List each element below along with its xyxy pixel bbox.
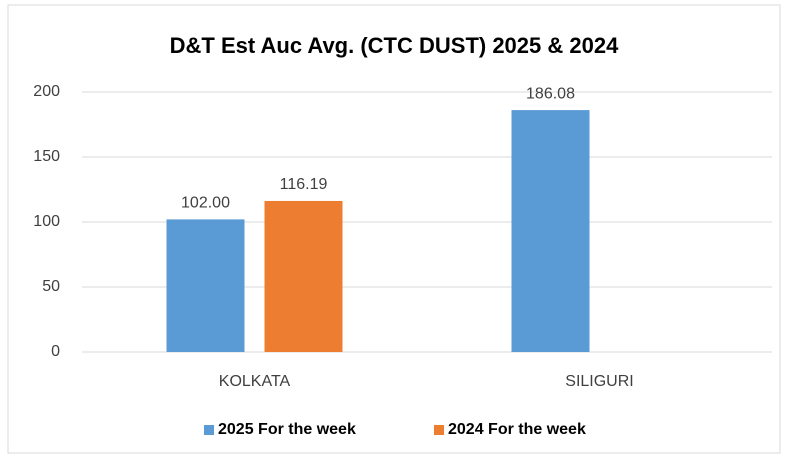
bar bbox=[166, 219, 245, 352]
y-tick-label: 0 bbox=[51, 343, 60, 360]
value-label: 116.19 bbox=[280, 176, 328, 193]
x-tick-label: KOLKATA bbox=[219, 373, 291, 390]
legend-swatch bbox=[434, 425, 444, 435]
legend-swatch bbox=[204, 425, 214, 435]
chart-title: D&T Est Auc Avg. (CTC DUST) 2025 & 2024 bbox=[170, 33, 619, 58]
y-tick-label: 200 bbox=[33, 83, 60, 100]
legend-label: 2025 For the week bbox=[218, 421, 356, 438]
y-tick-label: 150 bbox=[33, 148, 60, 165]
y-tick-label: 50 bbox=[42, 278, 60, 295]
legend-label: 2024 For the week bbox=[448, 421, 586, 438]
bar bbox=[511, 110, 590, 352]
chart-border bbox=[7, 4, 781, 454]
x-tick-label: SILIGURI bbox=[565, 373, 633, 390]
value-label: 186.08 bbox=[526, 85, 575, 102]
bar bbox=[264, 200, 343, 352]
value-label: 102.00 bbox=[181, 195, 230, 212]
y-tick-label: 100 bbox=[33, 213, 60, 230]
